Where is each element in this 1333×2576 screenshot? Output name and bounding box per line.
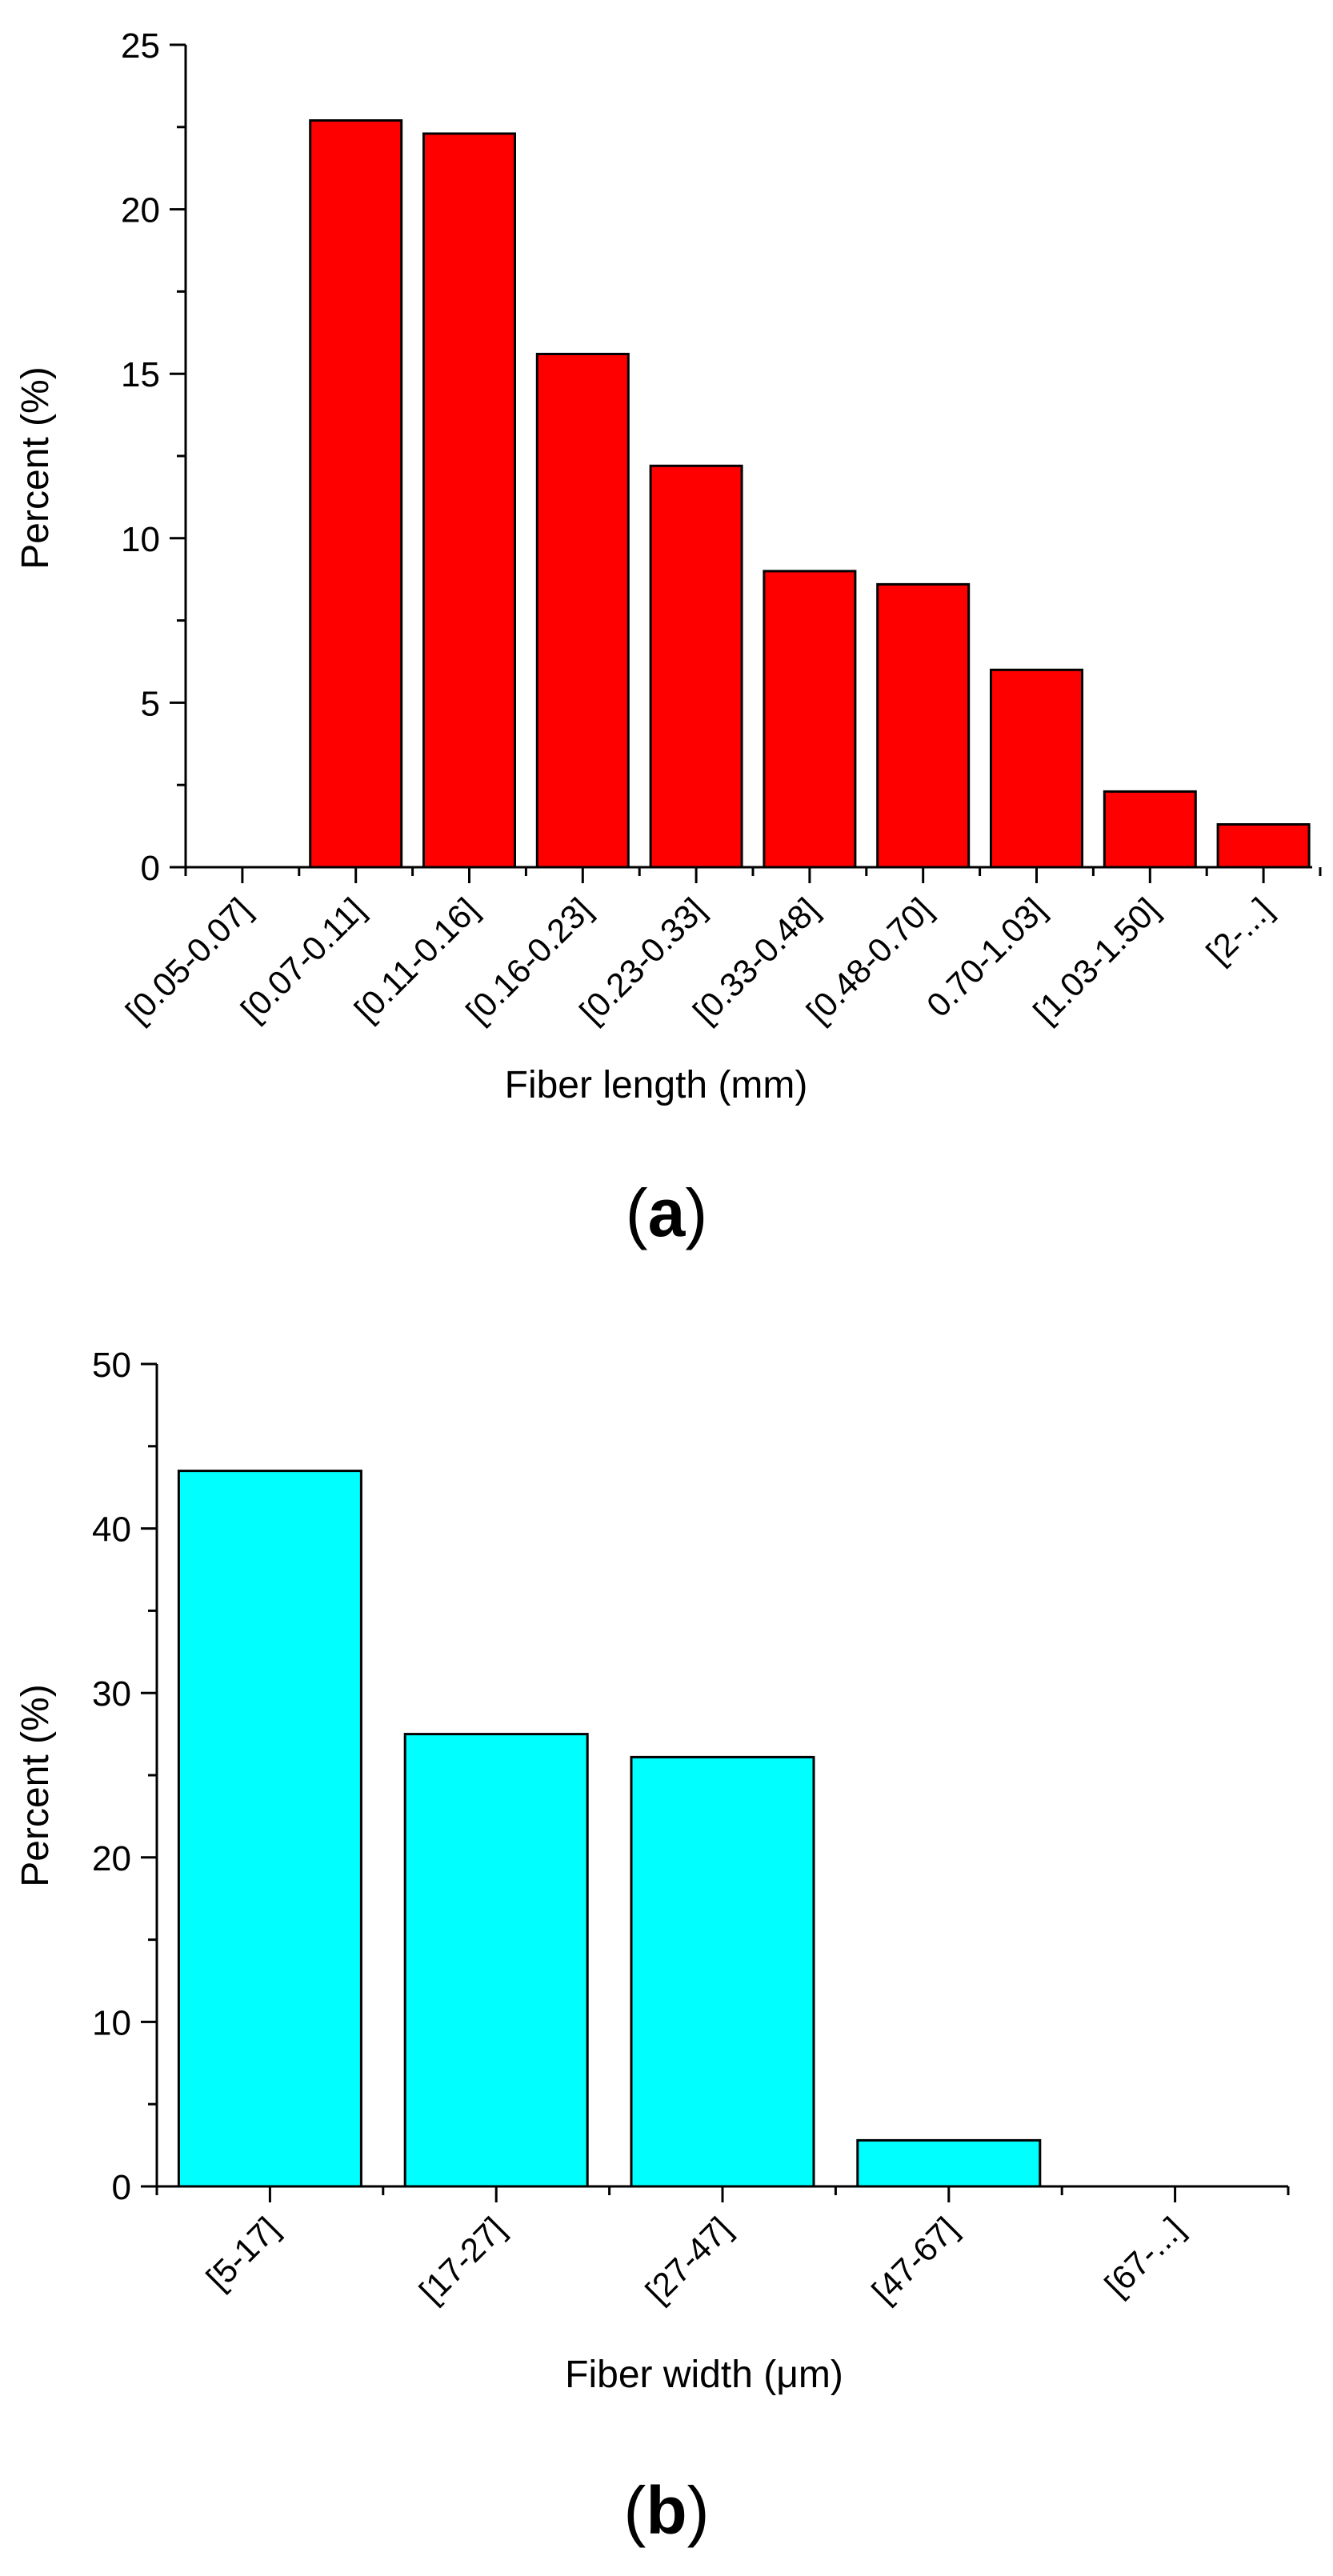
x-tick-label-a-2: [0.07-0.11] (234, 890, 372, 1029)
panel-label-b: b (646, 2473, 687, 2548)
bar-b-3 (630, 1755, 815, 2188)
bar-a-3 (422, 132, 516, 869)
x-tick-label-b-5: [67-...] (1098, 2210, 1191, 2303)
y-tick-label-a-0: 0 (141, 849, 160, 888)
y-tick-label-a-20: 20 (121, 191, 160, 230)
x-tick-label-b-4: [47-67] (864, 2210, 965, 2310)
chart-b: 0 10 20 30 40 50 [5-17] [17-27] [27-47] [47-67] [6… (14, 1346, 1290, 2548)
x-tick-label-a-1: [0.05-0.07] (118, 890, 258, 1030)
bar-a-8 (990, 668, 1083, 869)
panel-caption-b: (b) (623, 2473, 709, 2548)
x-axis-label-b: Fiber width (μm) (565, 2354, 843, 2396)
y-tick-label-b-50: 50 (92, 1346, 131, 1385)
y-tick-label-b-0: 0 (112, 2168, 131, 2207)
bar-a-7 (876, 582, 971, 869)
panel-caption-a: (a) (626, 1175, 708, 1250)
bar-b-2 (403, 1733, 589, 2188)
bar-a-4 (535, 353, 630, 869)
bar-a-9 (1103, 790, 1197, 869)
y-axis-label-b: Percent (%) (14, 1684, 57, 1886)
bars-a (309, 119, 1311, 869)
x-tick-label-b-2: [17-27] (412, 2210, 513, 2310)
bar-a-5 (649, 464, 743, 869)
y-tick-label-a-10: 10 (121, 520, 160, 559)
bar-a-10 (1216, 823, 1311, 869)
y-axis-label-a: Percent (%) (14, 366, 57, 569)
bar-b-4 (856, 2138, 1042, 2188)
chart-a: 0510152025[0.05-0.07][0.07-0.11][0.11-0.… (14, 26, 1322, 1250)
bar-a-6 (763, 570, 857, 869)
x-tick-label-b-3: [27-47] (638, 2210, 739, 2310)
panel-label-a: a (648, 1175, 687, 1250)
y-tick-label-a-15: 15 (121, 355, 160, 394)
bars-b (177, 1470, 1042, 2188)
bar-a-2 (309, 119, 403, 869)
x-tick-label-b-1: [5-17] (199, 2210, 286, 2297)
y-tick-label-b-10: 10 (92, 2003, 131, 2042)
y-tick-label-a-25: 25 (121, 26, 160, 66)
x-axis-label-a: Fiber length (mm) (505, 1064, 808, 1106)
x-tick-label-a-10: [2-...] (1199, 890, 1280, 971)
bar-b-1 (177, 1470, 362, 2188)
y-tick-label-a-5: 5 (141, 684, 160, 723)
y-tick-label-b-40: 40 (92, 1510, 131, 1550)
y-tick-label-b-30: 30 (92, 1674, 131, 1714)
y-tick-label-b-20: 20 (92, 1839, 131, 1878)
